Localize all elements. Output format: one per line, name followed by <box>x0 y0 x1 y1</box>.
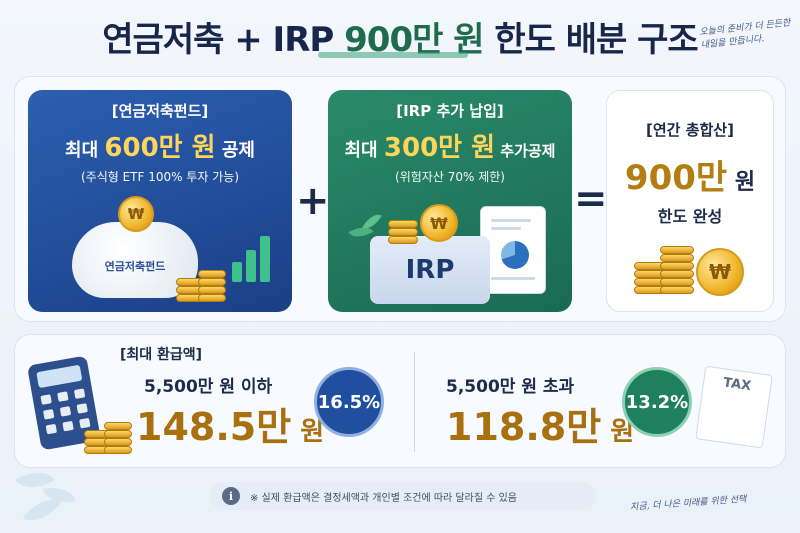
refund-amount-low-value: 148.5만 <box>136 405 292 449</box>
section-divider <box>414 352 415 452</box>
pension-card-main: 최대 600만 원 공제 <box>28 127 292 164</box>
irp-main-suffix: 추가공제 <box>495 142 556 160</box>
irp-card-main: 최대 300만 원 추가공제 <box>328 127 572 164</box>
irp-main-prefix: 최대 <box>344 140 384 161</box>
refund-amount-high-value: 118.8만 <box>446 405 602 449</box>
refund-amount-low-unit: 원 <box>291 417 325 447</box>
irp-card-label: [IRP 추가 납입] <box>396 102 504 120</box>
rate-badge-low: 16.5% <box>314 367 384 437</box>
refund-label: [최대 환급액] <box>120 347 203 363</box>
report-document-icon <box>480 206 546 294</box>
pension-main-suffix: 공제 <box>215 140 255 161</box>
total-amount: 900만 원 <box>607 150 773 199</box>
total-card-label: [연간 총합산] <box>646 121 734 139</box>
equals-operator: = <box>574 176 608 222</box>
condition-high-income: 5,500만 원 초과 <box>446 377 575 397</box>
title-part1: 연금저축 + IRP <box>102 20 345 60</box>
pension-card-sub: (주식형 ETF 100% 투자 가능) <box>80 170 240 184</box>
total-amount-unit: 원 <box>727 170 756 195</box>
handwritten-note-bottom: 지금, 더 나은 미래를 위한 선택 <box>629 494 747 513</box>
title-part2: 한도 배분 구조 <box>483 20 698 60</box>
won-coin-icon: ₩ <box>118 196 154 232</box>
won-coin-icon: ₩ <box>696 248 744 296</box>
refund-amount-high-unit: 원 <box>601 417 635 447</box>
total-card-sub: 한도 완성 <box>657 207 723 226</box>
pension-main-prefix: 최대 <box>65 140 105 161</box>
pension-main-amount: 600만 원 <box>104 133 216 163</box>
refund-amount-low: 148.5만 원 <box>136 396 324 451</box>
condition-low-income: 5,500만 원 이하 <box>144 377 273 397</box>
page-title: 연금저축 + IRP 900만 원 한도 배분 구조 <box>0 12 800 61</box>
disclaimer-notice: i ※ 실제 환급액은 결정세액과 개인별 조건에 따라 달라질 수 있음 <box>210 482 596 510</box>
disclaimer-text: ※ 실제 환급액은 결정세액과 개인별 조건에 따라 달라질 수 있음 <box>250 492 517 504</box>
refund-amount-high: 118.8만 원 <box>446 396 634 451</box>
piggy-bank-label: 연금저축펀드 <box>104 260 166 273</box>
rate-badge-high: 13.2% <box>622 367 692 437</box>
title-underline <box>318 52 468 58</box>
total-amount-value: 900만 <box>624 158 728 198</box>
tax-document-icon: TAX <box>695 365 773 449</box>
irp-folder-icon: IRP <box>370 236 490 304</box>
plus-operator: + <box>296 178 330 224</box>
won-coin-icon: ₩ <box>420 204 458 242</box>
irp-card-sub: (위험자산 70% 제한) <box>395 170 505 184</box>
irp-main-amount: 300만 원 <box>383 133 496 163</box>
pension-card-label: [연금저축펀드] <box>111 102 209 120</box>
info-icon: i <box>222 487 240 505</box>
